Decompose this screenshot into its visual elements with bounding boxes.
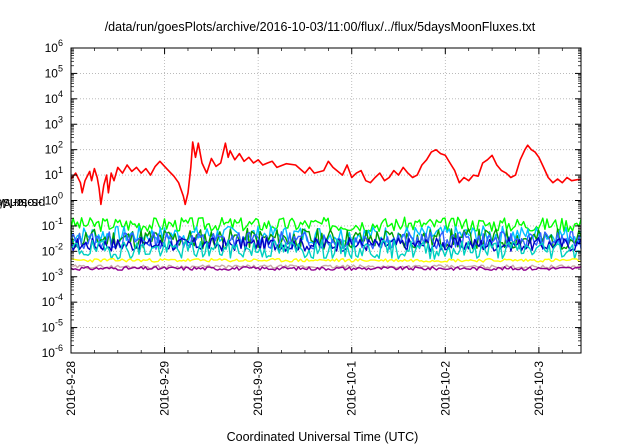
x-tick-label: 2016-10-3: [532, 361, 546, 416]
y-tick-label: 103: [45, 114, 63, 131]
y-tick-label: 10-3: [42, 267, 63, 284]
x-tick-label: 2016-10-2: [438, 361, 452, 416]
y-tick-label: 10-5: [42, 318, 63, 335]
y-tick-label: 10-2: [42, 241, 63, 258]
y-tick-label: 101: [45, 165, 63, 182]
x-tick-label: 2016-10-1: [345, 361, 359, 416]
y-tick-label: 10-6: [42, 343, 63, 360]
y-tick-label: 10-1: [42, 216, 63, 233]
y-tick-label: 102: [45, 140, 63, 157]
y-tick-label: 105: [45, 63, 63, 80]
x-axis: 2016-9-28 2016-9-29 2016-9-30 2016-10-1 2016…: [64, 48, 563, 416]
series-line: [70, 257, 582, 263]
x-tick-label: 2016-9-29: [158, 361, 172, 416]
series-line: [70, 216, 582, 233]
x-tick-label: 2016-9-30: [251, 361, 265, 416]
series-line: [70, 141, 582, 206]
y-tick-label: 10-4: [42, 292, 63, 309]
series-layer: [70, 141, 582, 271]
chart-title: /data/run/goesPlots/archive/2016-10-03/1…: [104, 20, 536, 34]
series-line: [70, 266, 582, 271]
x-axis-label: Coordinated Universal Time (UTC): [226, 430, 419, 444]
y-tick-label: 106: [45, 38, 63, 55]
grid-lines: [71, 48, 581, 353]
series-line: [70, 264, 582, 270]
y-tick-label: 100: [45, 191, 63, 208]
series-line: [70, 236, 582, 252]
y-axis: 10-6 10-5 10-4 10-3 10-2 10-1 100 101 102 103 104 1…: [42, 38, 581, 360]
series-line: [70, 239, 582, 260]
y-tick-label: 104: [45, 89, 63, 106]
x-tick-label: 2016-9-28: [64, 361, 78, 416]
